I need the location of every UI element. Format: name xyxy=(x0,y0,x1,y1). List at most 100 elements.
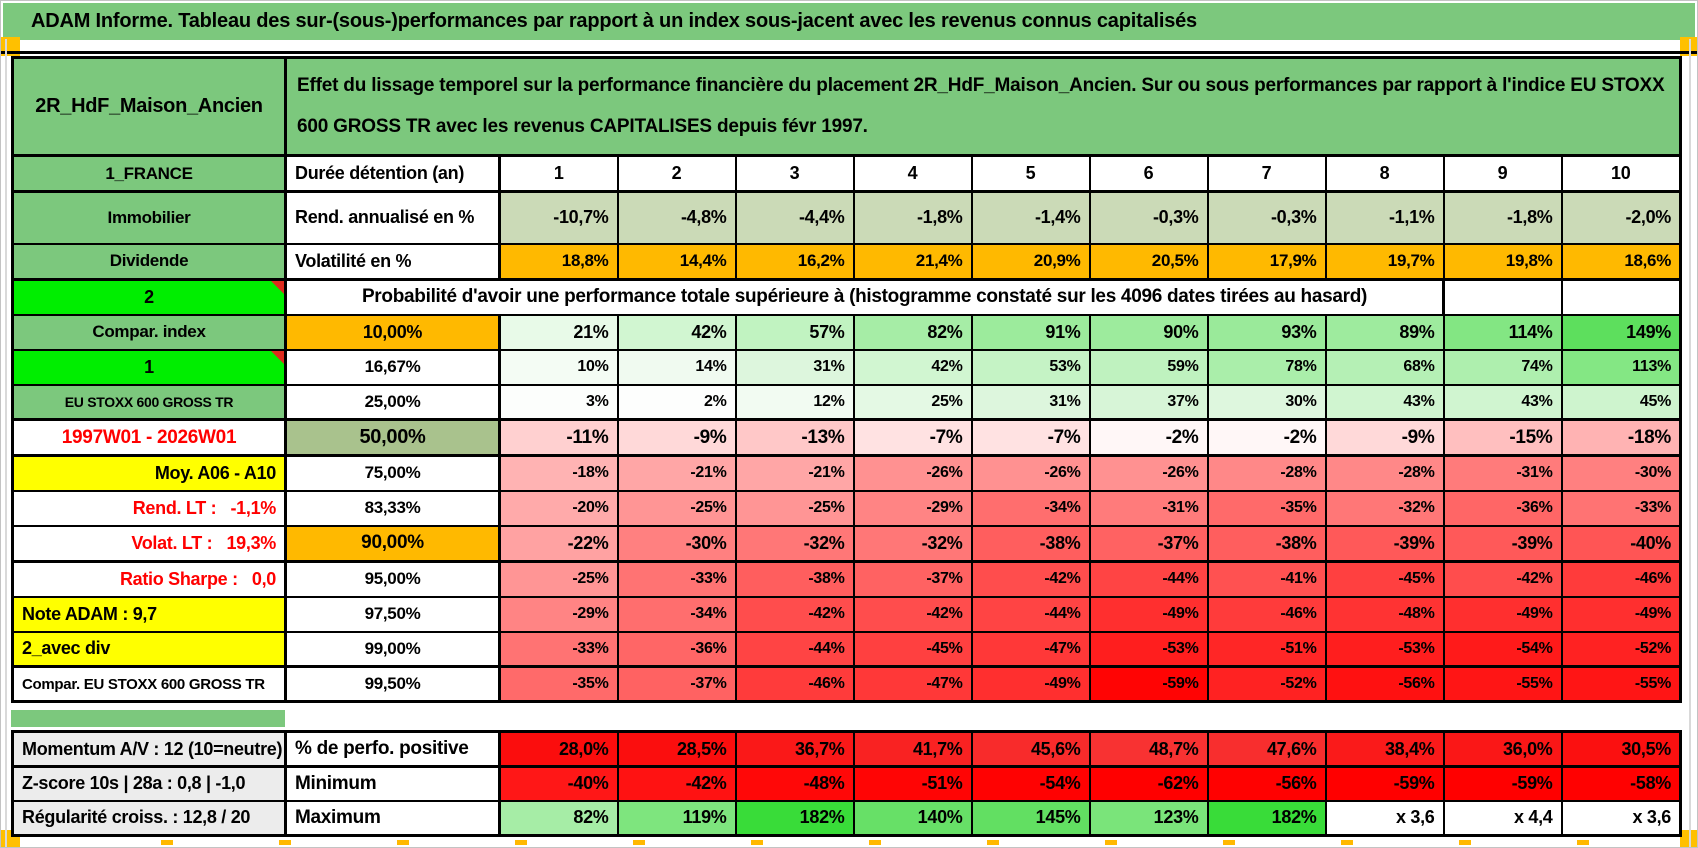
value-cell[interactable]: -13% xyxy=(734,418,855,457)
value-cell[interactable]: -32% xyxy=(1324,489,1445,527)
main-row-header[interactable]: 75,00% xyxy=(284,454,501,492)
value-cell[interactable]: 47,6% xyxy=(1206,730,1327,768)
value-cell[interactable]: 19,7% xyxy=(1324,242,1445,281)
value-cell[interactable]: -1,4% xyxy=(970,190,1091,245)
value-cell[interactable]: 38,4% xyxy=(1324,730,1445,768)
value-cell[interactable]: -15% xyxy=(1442,418,1563,457)
value-cell[interactable]: -51% xyxy=(1206,630,1327,668)
value-cell[interactable]: -46% xyxy=(1560,560,1682,598)
value-cell[interactable]: -42% xyxy=(970,560,1091,598)
value-cell[interactable]: 20,5% xyxy=(1088,242,1209,281)
value-cell[interactable]: 12% xyxy=(734,383,855,421)
value-cell[interactable]: 93% xyxy=(1206,313,1327,351)
value-cell[interactable]: -49% xyxy=(1442,595,1563,633)
value-cell[interactable]: -46% xyxy=(1206,595,1327,633)
value-cell[interactable]: -56% xyxy=(1324,665,1445,703)
value-cell[interactable]: -33% xyxy=(1560,489,1682,527)
value-cell[interactable]: 119% xyxy=(616,799,737,837)
value-cell[interactable]: 14% xyxy=(616,348,737,386)
value-cell[interactable]: -30% xyxy=(1560,454,1682,492)
value-cell[interactable]: -42% xyxy=(734,595,855,633)
value-cell[interactable]: -39% xyxy=(1324,524,1445,563)
value-cell[interactable]: -36% xyxy=(616,630,737,668)
empty-cell[interactable] xyxy=(1560,278,1682,316)
main-row-label[interactable]: Dividende xyxy=(11,242,287,281)
value-cell[interactable]: 182% xyxy=(1206,799,1327,837)
value-cell[interactable]: -36% xyxy=(1442,489,1563,527)
value-cell[interactable]: -28% xyxy=(1206,454,1327,492)
value-cell[interactable]: 10% xyxy=(498,348,619,386)
value-cell[interactable]: -18% xyxy=(1560,418,1682,457)
main-row-label[interactable]: 1_FRANCE xyxy=(11,154,287,193)
value-cell[interactable]: 6 xyxy=(1088,154,1209,193)
value-cell[interactable]: 42% xyxy=(852,348,973,386)
value-cell[interactable]: -59% xyxy=(1088,665,1209,703)
value-cell[interactable]: -32% xyxy=(734,524,855,563)
value-cell[interactable]: 57% xyxy=(734,313,855,351)
value-cell[interactable]: -29% xyxy=(852,489,973,527)
value-cell[interactable]: -31% xyxy=(1088,489,1209,527)
value-cell[interactable]: -34% xyxy=(616,595,737,633)
value-cell[interactable]: -37% xyxy=(852,560,973,598)
value-cell[interactable]: 28,5% xyxy=(616,730,737,768)
main-row-header[interactable]: 50,00% xyxy=(284,418,501,457)
value-cell[interactable]: 48,7% xyxy=(1088,730,1209,768)
value-cell[interactable]: 41,7% xyxy=(852,730,973,768)
value-cell[interactable]: 82% xyxy=(498,799,619,837)
main-row-label[interactable]: Compar. index xyxy=(11,313,287,351)
value-cell[interactable]: -26% xyxy=(1088,454,1209,492)
value-cell[interactable]: -2% xyxy=(1088,418,1209,457)
value-cell[interactable]: 16,2% xyxy=(734,242,855,281)
value-cell[interactable]: 2 xyxy=(616,154,737,193)
value-cell[interactable]: 3% xyxy=(498,383,619,421)
value-cell[interactable]: -42% xyxy=(1442,560,1563,598)
bottom-row-header[interactable]: % de perfo. positive xyxy=(284,730,501,768)
value-cell[interactable]: 28,0% xyxy=(498,730,619,768)
value-cell[interactable]: -40% xyxy=(1560,524,1682,563)
value-cell[interactable]: x 3,6 xyxy=(1324,799,1445,837)
value-cell[interactable]: -46% xyxy=(734,665,855,703)
value-cell[interactable]: -20% xyxy=(498,489,619,527)
value-cell[interactable]: 82% xyxy=(852,313,973,351)
value-cell[interactable]: -59% xyxy=(1442,765,1563,802)
value-cell[interactable]: -53% xyxy=(1324,630,1445,668)
value-cell[interactable]: -25% xyxy=(616,489,737,527)
value-cell[interactable]: -4,4% xyxy=(734,190,855,245)
value-cell[interactable]: -47% xyxy=(852,665,973,703)
value-cell[interactable]: 18,8% xyxy=(498,242,619,281)
value-cell[interactable]: 2% xyxy=(616,383,737,421)
value-cell[interactable]: 19,8% xyxy=(1442,242,1563,281)
value-cell[interactable]: 37% xyxy=(1088,383,1209,421)
value-cell[interactable]: 17,9% xyxy=(1206,242,1327,281)
value-cell[interactable]: 9 xyxy=(1442,154,1563,193)
value-cell[interactable]: 53% xyxy=(970,348,1091,386)
value-cell[interactable]: -62% xyxy=(1088,765,1209,802)
main-row-label[interactable]: Moy. A06 - A10 xyxy=(11,454,287,492)
value-cell[interactable]: -48% xyxy=(1324,595,1445,633)
value-cell[interactable]: -52% xyxy=(1206,665,1327,703)
value-cell[interactable]: -44% xyxy=(734,630,855,668)
value-cell[interactable]: 20,9% xyxy=(970,242,1091,281)
value-cell[interactable]: -1,8% xyxy=(852,190,973,245)
value-cell[interactable]: -49% xyxy=(1560,595,1682,633)
value-cell[interactable]: -33% xyxy=(498,630,619,668)
value-cell[interactable]: -21% xyxy=(734,454,855,492)
value-cell[interactable]: 149% xyxy=(1560,313,1682,351)
value-cell[interactable]: -2% xyxy=(1206,418,1327,457)
value-cell[interactable]: x 3,6 xyxy=(1560,799,1682,837)
value-cell[interactable]: -55% xyxy=(1560,665,1682,703)
main-row-label[interactable]: 1997W01 - 2026W01 xyxy=(11,418,287,457)
value-cell[interactable]: 8 xyxy=(1324,154,1445,193)
value-cell[interactable]: -9% xyxy=(1324,418,1445,457)
value-cell[interactable]: -1,1% xyxy=(1324,190,1445,245)
value-cell[interactable]: -0,3% xyxy=(1088,190,1209,245)
main-row-label[interactable]: Rend. LT : -1,1% xyxy=(11,489,287,527)
value-cell[interactable]: -37% xyxy=(1088,524,1209,563)
value-cell[interactable]: -35% xyxy=(1206,489,1327,527)
main-row-label[interactable]: 2 xyxy=(11,278,287,316)
value-cell[interactable]: -59% xyxy=(1324,765,1445,802)
value-cell[interactable]: -41% xyxy=(1206,560,1327,598)
value-cell[interactable]: 21% xyxy=(498,313,619,351)
value-cell[interactable]: 7 xyxy=(1206,154,1327,193)
value-cell[interactable]: -1,8% xyxy=(1442,190,1563,245)
